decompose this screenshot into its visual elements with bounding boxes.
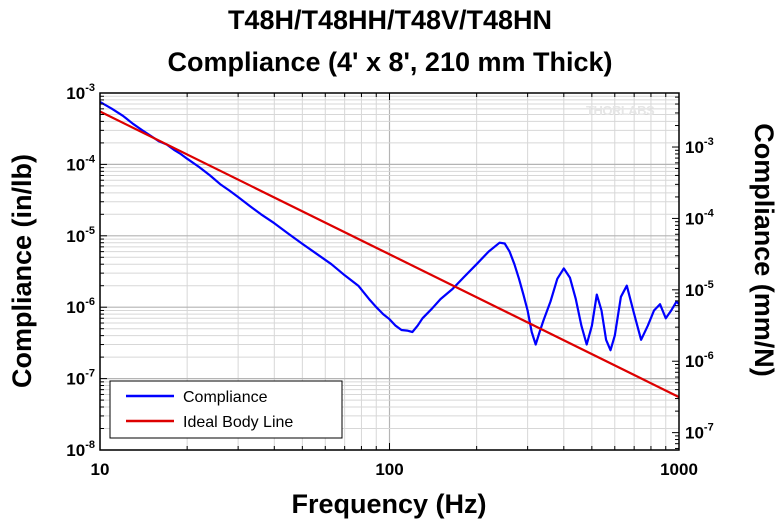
chart-title-line-1: T48H/T48HH/T48V/T48HN <box>228 5 552 35</box>
series-layer <box>100 100 679 399</box>
y-tick-label-left: 10-3 <box>66 82 95 103</box>
y-tick-label-right: 10-4 <box>685 207 715 228</box>
x-tick-label: 100 <box>375 460 403 479</box>
y-tick-label-left: 10-4 <box>66 153 96 174</box>
watermark-logo: THORLABS <box>586 103 655 118</box>
y-tick-label-left: 10-5 <box>66 225 95 246</box>
x-axis-title: Frequency (Hz) <box>291 489 486 519</box>
chart-title-line-2: Compliance (4' x 8', 210 mm Thick) <box>168 47 613 77</box>
legend: Compliance Ideal Body Line <box>109 380 343 439</box>
y-axis-title-right: Compliance (mm/N) <box>749 123 779 377</box>
legend-box <box>109 380 343 439</box>
x-tick-label: 10 <box>91 460 110 479</box>
y-tick-label-right: 10-6 <box>685 350 714 371</box>
y-tick-label-left: 10-6 <box>66 296 95 317</box>
series-compliance-line <box>100 100 679 352</box>
y-tick-label-left: 10-7 <box>66 368 95 389</box>
y-axis-title-left: Compliance (in/lb) <box>7 154 37 388</box>
y-tick-label-left: 10-8 <box>66 439 95 460</box>
axis-ticks: 10 100 1000 10-3 10-4 10-5 10-6 10-7 10-8 10-3 10-… <box>66 82 714 479</box>
series-ideal-body-line <box>100 110 679 399</box>
legend-label-ideal-body-line: Ideal Body Line <box>183 414 293 431</box>
y-tick-label-right: 10-3 <box>685 136 714 157</box>
grid-lines <box>99 93 679 451</box>
legend-label-compliance: Compliance <box>183 389 268 406</box>
y-tick-label-right: 10-7 <box>685 422 714 443</box>
y-tick-label-right: 10-5 <box>685 279 714 300</box>
x-tick-label: 1000 <box>660 460 698 479</box>
